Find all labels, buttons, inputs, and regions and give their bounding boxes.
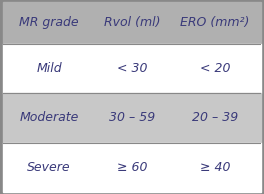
Text: Severe: Severe	[27, 161, 71, 174]
Text: ≥ 40: ≥ 40	[200, 161, 230, 174]
Text: MR grade: MR grade	[19, 16, 79, 29]
Bar	[3, 143, 261, 192]
Text: 20 – 39: 20 – 39	[192, 111, 238, 124]
Bar	[3, 93, 261, 143]
Text: < 20: < 20	[200, 62, 230, 75]
Text: < 30: < 30	[117, 62, 147, 75]
Text: Mild: Mild	[36, 62, 62, 75]
Text: Rvol (ml): Rvol (ml)	[104, 16, 160, 29]
Text: 30 – 59: 30 – 59	[109, 111, 155, 124]
Bar	[3, 44, 261, 93]
Text: ERO (mm²): ERO (mm²)	[180, 16, 249, 29]
Bar	[3, 2, 261, 44]
Text: ≥ 60: ≥ 60	[117, 161, 147, 174]
Text: Moderate: Moderate	[20, 111, 79, 124]
